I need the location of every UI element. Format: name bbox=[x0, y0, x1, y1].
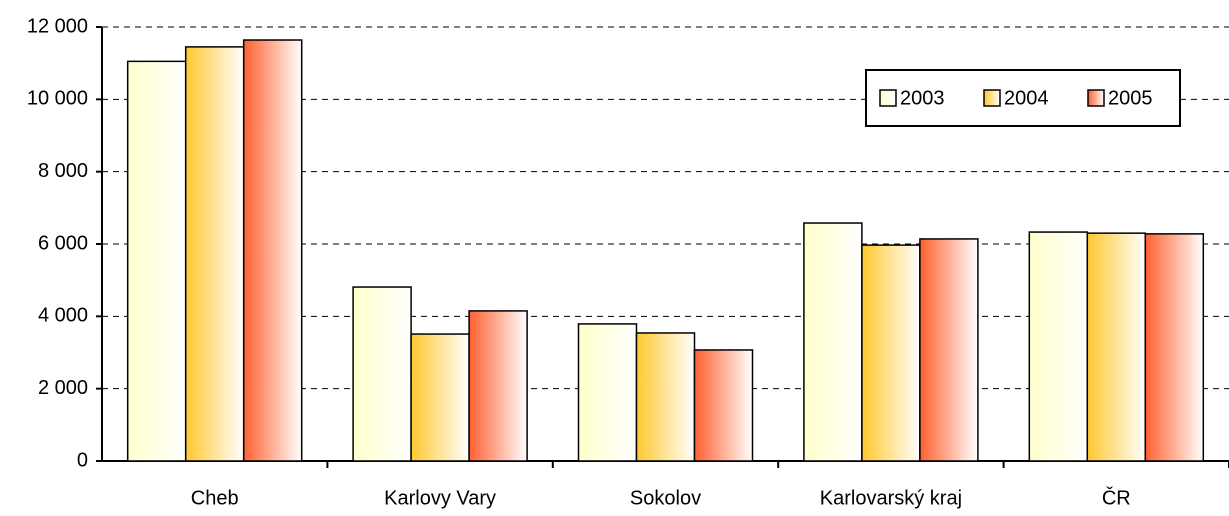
y-tick-label: 4 000 bbox=[38, 305, 88, 327]
y-tick-label: 0 bbox=[77, 449, 88, 471]
bar bbox=[242, 39, 303, 462]
bar bbox=[352, 286, 412, 462]
bar bbox=[410, 333, 470, 462]
y-tick-label: 10 000 bbox=[27, 88, 88, 110]
legend-label: 2004 bbox=[1004, 87, 1049, 109]
y-tick-label: 6 000 bbox=[38, 232, 88, 254]
legend-swatch bbox=[879, 89, 897, 107]
bar bbox=[1086, 232, 1147, 462]
bar bbox=[1028, 231, 1089, 462]
y-tick-label: 12 000 bbox=[27, 15, 88, 37]
x-tick-label: Sokolov bbox=[630, 487, 701, 509]
y-tick-label: 8 000 bbox=[38, 160, 88, 182]
legend-label: 2005 bbox=[1108, 87, 1153, 109]
bar bbox=[693, 349, 754, 462]
legend-swatch bbox=[983, 89, 1001, 107]
bar bbox=[126, 60, 187, 462]
bar bbox=[184, 46, 245, 462]
legend-box bbox=[865, 69, 1181, 127]
bar bbox=[861, 244, 921, 462]
x-tick-label: Karlovarský kraj bbox=[820, 487, 962, 509]
x-tick-label: ČR bbox=[1102, 486, 1131, 509]
bar bbox=[577, 323, 638, 462]
x-tick-label: Cheb bbox=[191, 487, 239, 509]
bar bbox=[635, 332, 696, 462]
bar bbox=[1144, 233, 1205, 462]
legend-label: 2003 bbox=[900, 87, 945, 109]
legend-swatch bbox=[1087, 89, 1105, 107]
bar bbox=[468, 310, 528, 462]
bar bbox=[919, 238, 979, 462]
x-tick-label: Karlovy Vary bbox=[384, 487, 496, 509]
bar bbox=[803, 222, 863, 462]
y-tick-label: 2 000 bbox=[38, 377, 88, 399]
